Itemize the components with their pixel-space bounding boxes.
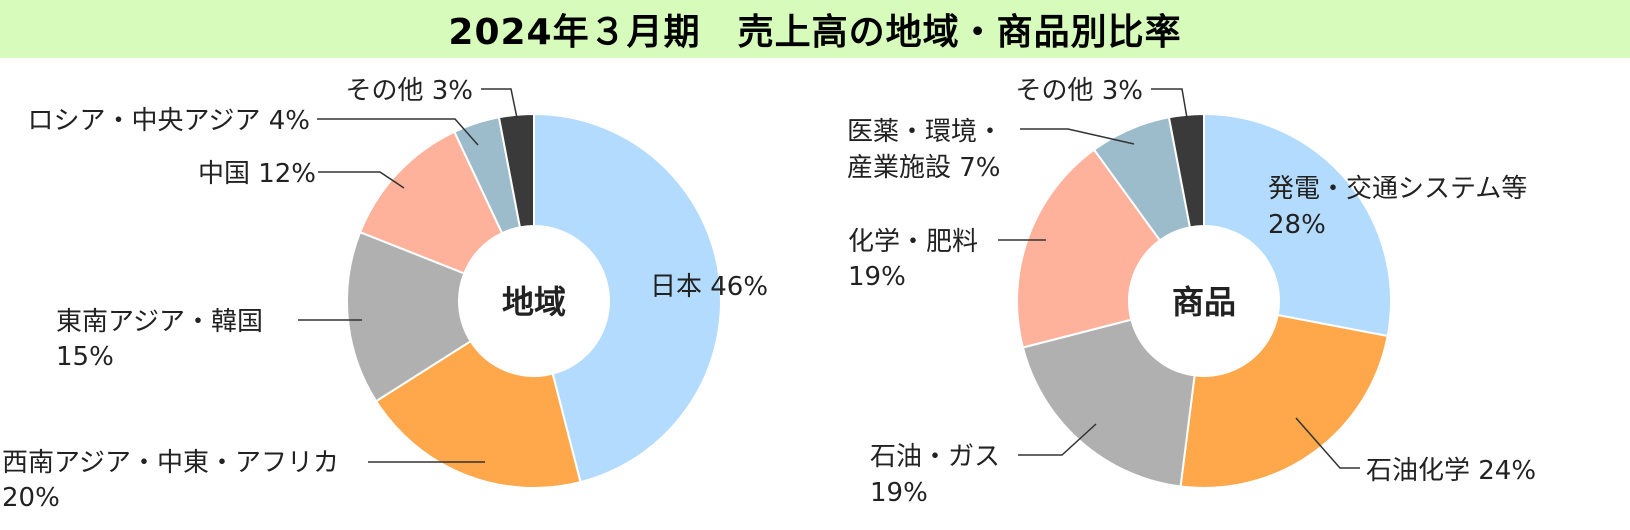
slice-label-0-2-0: 東南アジア・韓国: [56, 307, 263, 337]
slice-1-0: [1203, 112, 1392, 338]
slice-0-3: [358, 130, 504, 275]
slice-0-1: [374, 339, 582, 489]
leader-line-0-5: [481, 88, 518, 119]
slice-label-0-4-0: ロシア・中央アジア 4%: [28, 106, 310, 136]
slice-1-3: [1016, 148, 1162, 349]
slice-label-0-1-1: 20%: [2, 483, 60, 513]
slice-label-1-4-0: 医薬・環境・: [847, 117, 1003, 147]
slice-label-0-1-0: 西南アジア・中東・アフリカ: [2, 448, 339, 478]
slice-label-0-3-0: 中国 12%: [198, 159, 316, 189]
center-label-0: 地域: [502, 283, 566, 321]
chart-title: 2024年３月期 売上高の地域・商品別比率: [448, 12, 1182, 53]
slice-label-1-4-1: 産業施設 7%: [847, 153, 1001, 183]
slice-label-1-2-1: 19%: [870, 478, 928, 508]
slice-label-1-5-0: その他 3%: [1015, 76, 1143, 106]
leader-line-1-1: [1295, 417, 1360, 469]
slice-0-2: [346, 230, 473, 403]
slice-label-0-2-1: 15%: [56, 342, 114, 372]
slice-label-1-3-0: 化学・肥料: [848, 227, 978, 257]
slice-label-1-2-0: 石油・ガス: [870, 442, 1000, 472]
leader-line-1-5: [1151, 88, 1188, 119]
slice-1-1: [1179, 313, 1389, 489]
leader-line-1-2: [1018, 423, 1097, 456]
leader-line-0-3: [318, 171, 405, 189]
title-bar: 2024年３月期 売上高の地域・商品別比率: [0, 0, 1630, 58]
slice-label-1-0-1: 28%: [1268, 210, 1326, 240]
slice-label-0-5-0: その他 3%: [345, 76, 473, 106]
center-label-1: 商品: [1172, 283, 1236, 321]
slice-label-1-0-0: 発電・交通システム等: [1268, 174, 1527, 204]
slice-0-5: [497, 112, 535, 229]
slice-0-0: [533, 112, 722, 484]
slice-1-2: [1021, 318, 1196, 488]
leader-line-1-4: [1020, 128, 1135, 145]
slice-label-1-3-1: 19%: [848, 262, 906, 292]
slice-label-0-0-0: 日本 46%: [650, 272, 768, 302]
slice-1-5: [1167, 112, 1205, 229]
slice-label-1-1-0: 石油化学 24%: [1366, 456, 1536, 486]
leader-line-0-4: [317, 118, 479, 146]
